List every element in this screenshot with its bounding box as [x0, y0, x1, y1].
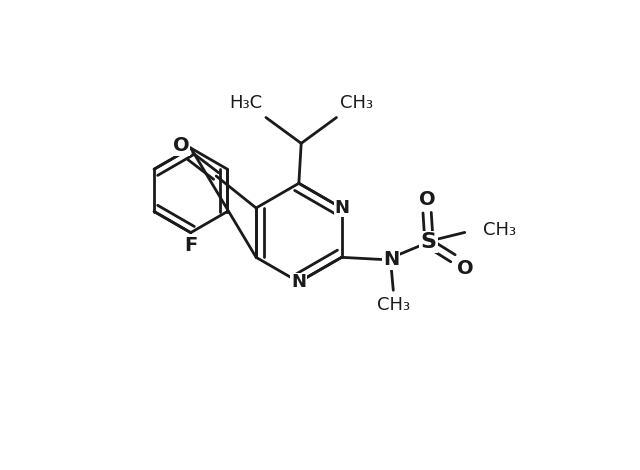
Text: N: N	[335, 198, 349, 217]
Text: CH₃: CH₃	[377, 296, 410, 314]
Text: F: F	[184, 236, 197, 255]
Text: O: O	[173, 136, 189, 156]
Text: N: N	[383, 250, 399, 269]
Text: H₃C: H₃C	[229, 94, 262, 112]
Text: CH₃: CH₃	[340, 94, 373, 112]
Text: N: N	[291, 274, 306, 291]
Text: CH₃: CH₃	[483, 221, 516, 239]
Text: S: S	[420, 232, 436, 252]
Text: O: O	[419, 190, 435, 209]
Text: O: O	[457, 259, 474, 278]
